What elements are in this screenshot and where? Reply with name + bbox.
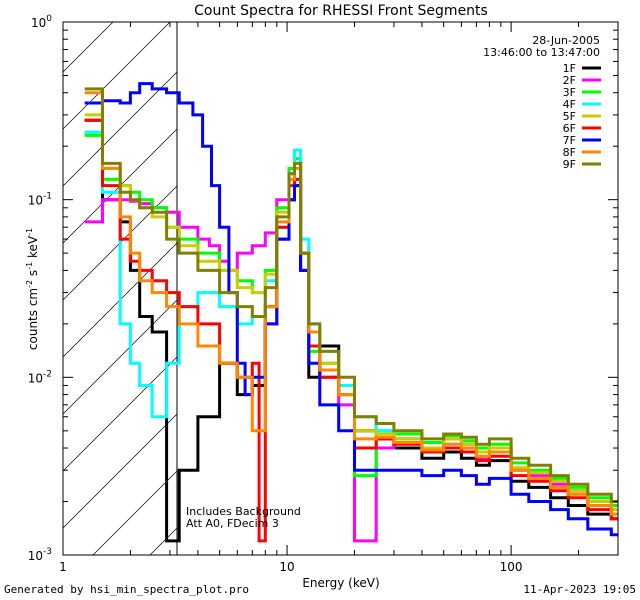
y-axis-label-exp1: -2 [25,280,34,288]
hatch-line [63,299,177,415]
y-axis-label-exp3: -1 [25,228,34,236]
y-axis-label-mid2: keV [26,235,40,262]
series-3F [84,133,618,507]
hatch-line [63,22,171,130]
legend-label-8F: 8F [563,146,576,159]
x-tick-label: 100 [500,560,523,574]
y-tick-label: 10-3 [28,547,52,563]
attenuator-note: Att A0, FDecim 3 [186,517,279,530]
legend-label-4F: 4F [563,98,576,111]
legend-label-7F: 7F [563,134,576,147]
legend-label-6F: 6F [563,122,576,135]
hatch-line [63,71,177,187]
series-7F [84,82,618,537]
footer-timestamp: 11-Apr-2023 19:05 [523,583,636,596]
y-axis-label-base: counts cm [26,288,40,350]
x-axis-label: Energy (keV) [302,576,379,590]
y-tick-label: 10-2 [28,369,52,385]
series-2F [84,161,618,543]
footer-generator: Generated by hsi_min_spectra_plot.pro [4,583,250,596]
legend-label-9F: 9F [563,158,576,171]
y-tick-label: 10-1 [28,192,52,208]
y-tick-exponent: -2 [43,369,52,379]
series-9F [84,87,618,503]
hatch-line [63,185,177,301]
y-tick-label: 100 [31,14,52,30]
y-axis-label: counts cm-2 s-1 keV-1 [25,228,40,350]
y-tick-mantissa: 10 [28,549,43,563]
legend-label-3F: 3F [563,86,576,99]
series-4F [84,130,618,516]
y-axis-label-mid1: s [26,270,40,280]
legend-label-2F: 2F [563,74,576,87]
series-layer [84,82,618,543]
chart-title: Count Spectra for RHESSI Front Segments [194,3,488,19]
background-note: Includes Background [186,505,301,518]
hatch-line [63,242,177,358]
date-annotation: 28-Jun-2005 [532,34,600,47]
hatch-line [63,356,177,472]
series-8F [84,91,618,516]
y-tick-exponent: -3 [43,547,52,557]
y-tick-mantissa: 10 [31,16,46,30]
y-tick-exponent: -1 [43,192,52,202]
y-tick-exponent: 0 [46,14,52,24]
plot-frame [62,21,619,556]
x-tick-label: 10 [279,560,294,574]
x-tick-label: 1 [59,560,67,574]
legend-label-5F: 5F [563,110,576,123]
y-tick-mantissa: 10 [28,371,43,385]
legend-label-1F: 1F [563,62,576,75]
y-axis-label-exp2: -1 [25,262,34,270]
hatch-line [63,128,177,244]
hatch-line [63,413,177,529]
y-tick-mantissa: 10 [28,194,43,208]
excluded-region-hatching [63,22,177,555]
time-range-annotation: 13:46:00 to 13:47:00 [483,46,600,59]
